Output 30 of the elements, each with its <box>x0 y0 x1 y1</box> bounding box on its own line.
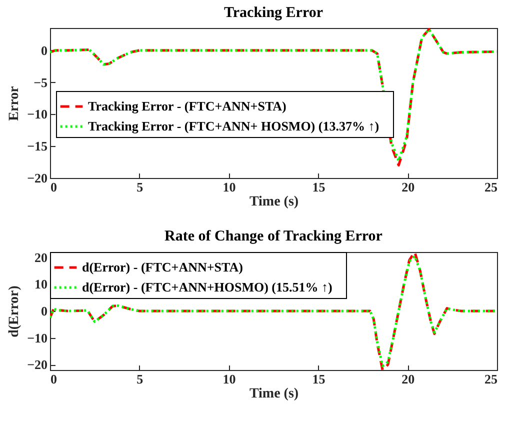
chart-title: Tracking Error <box>224 5 324 21</box>
y-tick-label: −15 <box>27 138 48 154</box>
y-tick-label: −20 <box>27 170 48 186</box>
y-tick-label: −10 <box>27 330 48 346</box>
x-tick-label: 20 <box>402 372 415 386</box>
x-tick-label: 5 <box>136 372 144 386</box>
x-tick-label: 15 <box>312 372 326 386</box>
x-tick-label: 20 <box>402 180 415 194</box>
chart-title: Rate of Change of Tracking Error <box>164 228 383 244</box>
legend-label: d(Error) - (FTC+ANN+HOSMO) (15.51% ↑) <box>82 280 332 294</box>
x-tick-label: 5 <box>136 180 144 194</box>
x-tick-label: 10 <box>222 180 236 194</box>
x-tick-label: 25 <box>484 372 498 386</box>
y-tick-label: −5 <box>34 74 48 90</box>
y-tick-label: 20 <box>34 250 48 265</box>
y-tick-label: −10 <box>27 106 48 122</box>
y-tick-label: 0 <box>41 304 48 318</box>
legend-label: Tracking Error - (FTC+ANN+STA) <box>88 98 286 114</box>
x-tick-label: 15 <box>312 180 326 194</box>
x-axis-title: Time (s) <box>249 386 299 402</box>
x-tick-label: 25 <box>484 180 498 194</box>
y-tick-label: −20 <box>27 357 48 372</box>
legend-label: d(Error) - (FTC+ANN+STA) <box>82 260 243 274</box>
x-tick-label: 10 <box>222 372 236 386</box>
y-axis-title: d(Error) <box>7 285 22 338</box>
y-axis-title: Error <box>7 86 22 121</box>
y-tick-label: 10 <box>34 276 48 292</box>
legend-label: Tracking Error - (FTC+ANN+ HOSMO) (13.37% ↑) <box>88 118 380 134</box>
x-axis-title: Time (s) <box>249 194 299 210</box>
y-tick-label: 0 <box>41 42 48 58</box>
